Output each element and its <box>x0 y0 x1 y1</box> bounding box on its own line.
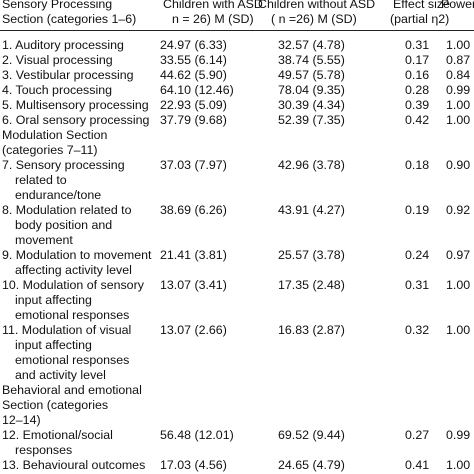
row-label: input affecting <box>15 338 92 352</box>
section-title: Behavioral and emotional <box>2 383 142 397</box>
cell-non-asd: 43.91 (4.27) <box>278 203 345 217</box>
section-title: Modulation Section <box>2 128 108 142</box>
cell-effect: 0.16 <box>405 68 430 82</box>
header-cell: Effect size <box>393 0 450 11</box>
row-label: endurance/tone <box>15 188 102 202</box>
cell-non-asd: 69.52 (9.44) <box>278 428 345 442</box>
row-label: 12. Emotional/social <box>2 428 113 442</box>
cell-asd: 13.07 (3.41) <box>160 278 227 292</box>
cell-asd: 13.07 (2.66) <box>160 323 227 337</box>
row-label: responses <box>15 443 73 457</box>
cell-non-asd: 32.57 (4.78) <box>278 38 345 52</box>
header-cell: n = 26) M (SD) <box>172 12 254 26</box>
header-cell: Children without ASD <box>258 0 376 11</box>
row-label: 10. Modulation of sensory <box>2 278 144 292</box>
cell-non-asd: 78.04 (9.35) <box>278 83 345 97</box>
row-label: 7. Sensory processing <box>2 158 125 172</box>
cell-effect: 0.28 <box>405 83 430 97</box>
row-label: 9. Modulation to movement <box>2 248 152 262</box>
row-label: and activity level <box>15 368 106 382</box>
cell-effect: 0.41 <box>405 458 430 472</box>
row-label: 11. Modulation of visual <box>2 323 132 337</box>
row-label: body position and <box>15 218 113 232</box>
row-label: 1. Auditory processing <box>2 38 124 52</box>
cell-power: 0.99 <box>446 83 471 97</box>
cell-asd: 37.03 (7.97) <box>160 158 227 172</box>
cell-power: 1.00 <box>446 98 471 112</box>
cell-power: 1.00 <box>446 278 471 292</box>
rule <box>0 30 474 31</box>
cell-non-asd: 17.35 (2.48) <box>278 278 345 292</box>
cell-asd: 44.62 (5.90) <box>160 68 227 82</box>
cell-effect: 0.18 <box>405 158 430 172</box>
header-cell: Children with ASD <box>163 0 263 11</box>
cell-power: 1.00 <box>446 458 471 472</box>
cell-non-asd: 24.65 (4.79) <box>278 458 345 472</box>
cell-effect: 0.17 <box>405 53 430 67</box>
cell-asd: 33.55 (6.14) <box>160 53 227 67</box>
row-label: affecting activity level <box>15 263 132 277</box>
cell-non-asd: 42.96 (3.78) <box>278 158 345 172</box>
section-title: Section (categories <box>2 398 109 412</box>
cell-effect: 0.31 <box>405 278 430 292</box>
cell-asd: 56.48 (12.01) <box>160 428 234 442</box>
row-label: 5. Multisensory processing <box>2 98 149 112</box>
cell-effect: 0.27 <box>405 428 430 442</box>
section-title: 12–14) <box>2 413 41 427</box>
cell-non-asd: 52.39 (7.35) <box>278 113 345 127</box>
cell-effect: 0.24 <box>405 248 430 262</box>
cell-effect: 0.31 <box>405 38 430 52</box>
cell-non-asd: 49.57 (5.78) <box>278 68 345 82</box>
cell-asd: 22.93 (5.09) <box>160 98 227 112</box>
cell-power: 0.99 <box>446 428 471 442</box>
cell-asd: 37.79 (9.68) <box>160 113 227 127</box>
cell-asd: 38.69 (6.26) <box>160 203 227 217</box>
cell-non-asd: 16.83 (2.87) <box>278 323 345 337</box>
header-cell: ( n =26) M (SD) <box>271 12 357 26</box>
cell-effect: 0.42 <box>405 113 430 127</box>
cell-power: 1.00 <box>446 323 471 337</box>
cell-power: 0.92 <box>446 203 471 217</box>
cell-effect: 0.19 <box>405 203 430 217</box>
cell-asd: 64.10 (12.46) <box>160 83 234 97</box>
row-label: 4. Touch processing <box>2 83 112 97</box>
row-label: movement <box>15 233 73 247</box>
cell-effect: 0.39 <box>405 98 430 112</box>
cell-power: 1.00 <box>446 113 471 127</box>
row-label: emotional responses <box>15 353 130 367</box>
header-cell: (partial η2) <box>390 12 450 26</box>
row-label: 2. Visual processing <box>2 53 113 67</box>
row-label: input affecting <box>15 293 92 307</box>
header-cell: Sensory Processing <box>2 0 113 11</box>
row-label: 13. Behavioural outcomes <box>2 458 146 472</box>
cell-power: 0.84 <box>446 68 471 82</box>
section-title: (categories 7–11) <box>2 143 98 157</box>
cell-asd: 24.97 (6.33) <box>160 38 227 52</box>
row-label: related to <box>15 173 67 187</box>
cell-asd: 17.03 (4.56) <box>160 458 227 472</box>
cell-non-asd: 30.39 (4.34) <box>278 98 345 112</box>
cell-power: 1.00 <box>446 38 471 52</box>
header-cell: Section (categories 1–6) <box>2 12 137 26</box>
row-label: 3. Vestibular processing <box>2 68 134 82</box>
cell-asd: 21.41 (3.81) <box>160 248 227 262</box>
row-label: 6. Oral sensory processing <box>2 113 150 127</box>
cell-power: 0.87 <box>446 53 471 67</box>
row-label: 8. Modulation related to <box>2 203 132 217</box>
header-cell: Power <box>441 0 474 11</box>
cell-effect: 0.32 <box>405 323 430 337</box>
cell-power: 0.97 <box>446 248 471 262</box>
row-label: emotional responses <box>15 308 130 322</box>
cell-power: 0.90 <box>446 158 471 172</box>
cell-non-asd: 38.74 (5.55) <box>278 53 345 67</box>
cell-non-asd: 25.57 (3.78) <box>278 248 345 262</box>
